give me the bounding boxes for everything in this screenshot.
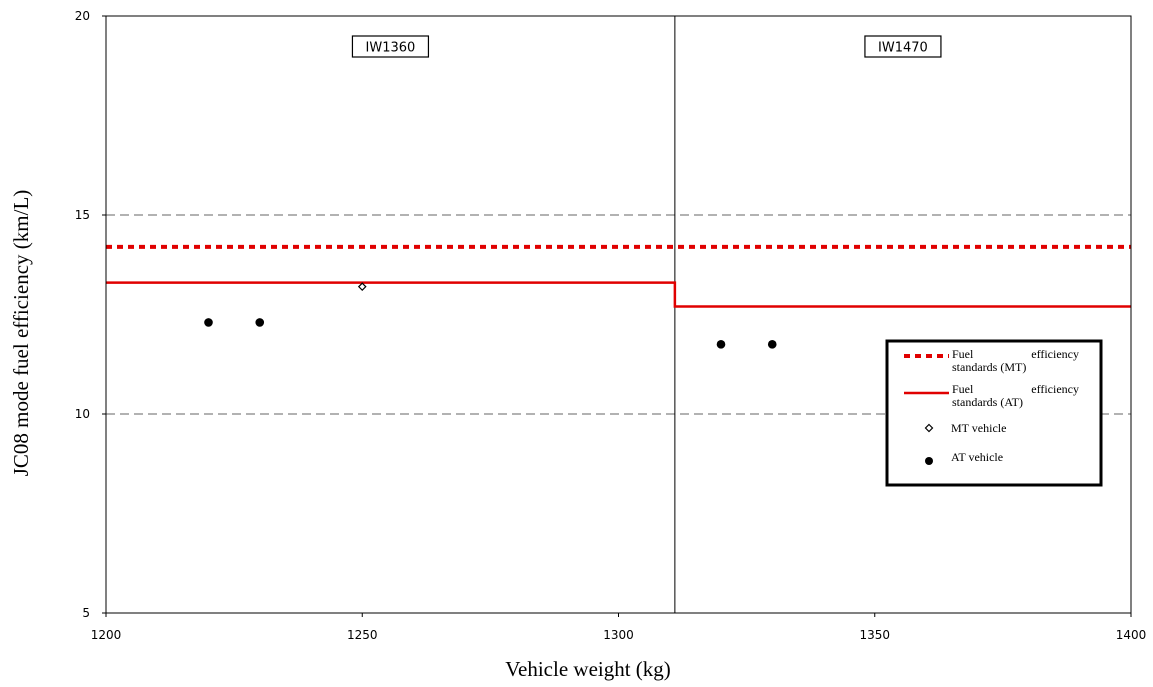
- region-label-text: IW1470: [878, 41, 928, 56]
- legend-label-at-standard-1a: Fuel: [952, 382, 974, 396]
- legend-label-mt-standard-1b: efficiency: [1031, 347, 1079, 361]
- legend-marker-mt-vehicle: [924, 423, 934, 433]
- region-label-text: IW1360: [366, 41, 416, 56]
- at-vehicle-point: [716, 340, 726, 349]
- legend-box: [885, 339, 1103, 487]
- at-standard-line: [106, 281, 1131, 308]
- y-axis-title: JC08 mode fuel efficiency (km/L): [9, 190, 33, 477]
- y-tick-label: 5: [82, 606, 90, 620]
- x-tick-label: 1250: [347, 628, 378, 642]
- region-label-iw1470: IW1470: [864, 35, 942, 58]
- at-vehicle-point: [255, 318, 265, 327]
- legend-label-at-standard-2: standards (AT): [952, 395, 1023, 409]
- legend: Fuel efficiency standards (MT) Fuel effi…: [885, 339, 1103, 487]
- legend-label-at-standard-1b: efficiency: [1031, 382, 1079, 396]
- legend-label-mt-standard-1a: Fuel: [952, 347, 974, 361]
- mt-vehicle-point: [357, 282, 367, 291]
- at-vehicle-point: [767, 340, 777, 349]
- x-tick-label: 1200: [91, 628, 122, 642]
- legend-label-at-vehicle: AT vehicle: [951, 450, 1003, 464]
- region-label-box: [351, 35, 430, 58]
- x-tick-label: 1400: [1116, 628, 1147, 642]
- region-label-box: [864, 35, 942, 58]
- standards-lines-layer: [106, 244, 1131, 308]
- legend-marker-at-vehicle: [925, 457, 933, 465]
- x-axis-title: Vehicle weight (kg): [505, 657, 671, 681]
- x-tick-label: 1300: [603, 628, 634, 642]
- tick-labels-layer: 1200 1250 1300 1350 1400 5 10 15 20: [75, 9, 1147, 642]
- region-labels-layer: IW1360 IW1470: [351, 35, 942, 58]
- legend-label-mt-standard-2: standards (MT): [952, 360, 1026, 374]
- x-tick-label: 1350: [859, 628, 890, 642]
- y-tick-label: 15: [75, 208, 90, 222]
- y-tick-label: 20: [75, 9, 90, 23]
- y-tick-label: 10: [75, 407, 90, 421]
- at-vehicle-point: [204, 318, 213, 327]
- data-points-layer: [204, 282, 777, 349]
- legend-label-mt-vehicle: MT vehicle: [951, 421, 1006, 435]
- region-label-iw1360: IW1360: [351, 35, 430, 58]
